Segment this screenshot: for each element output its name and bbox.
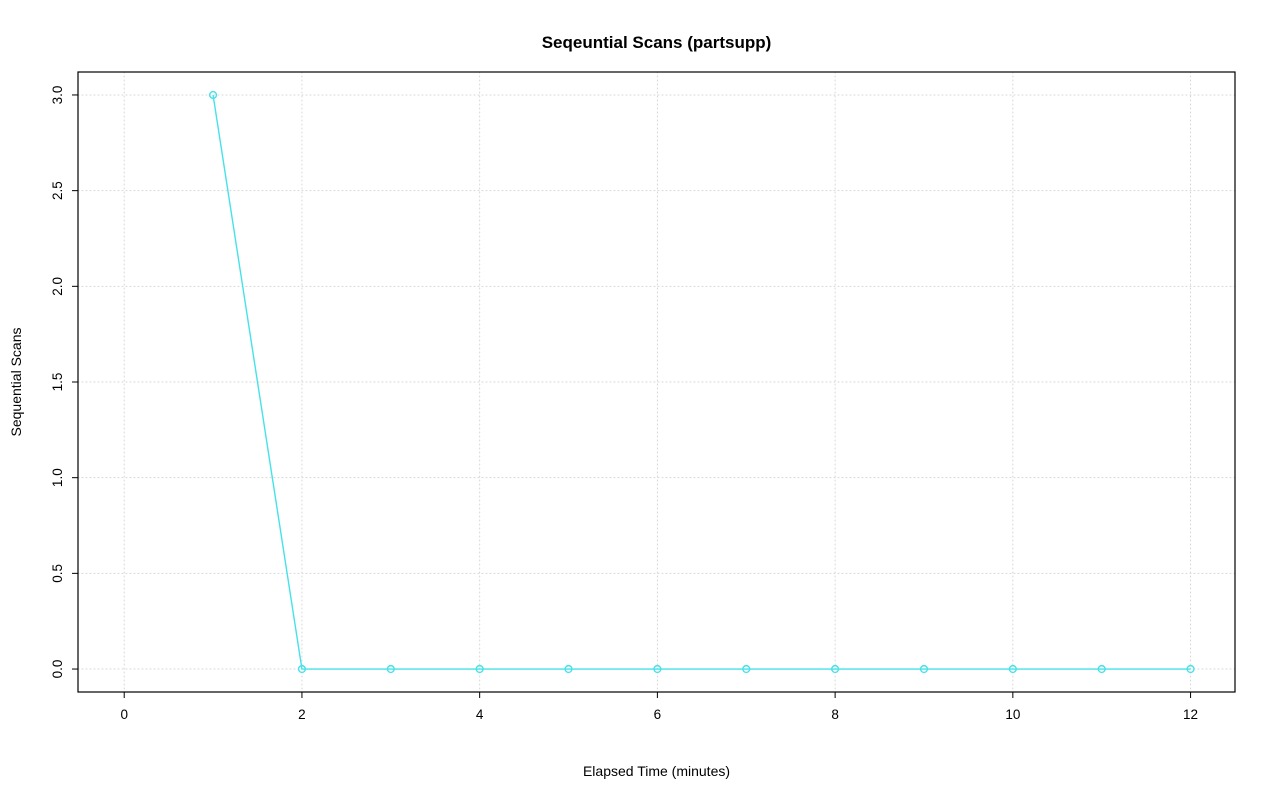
data-point-marker [386, 664, 395, 674]
data-point-marker [919, 664, 929, 674]
y-tick-label: 1.5 [50, 373, 65, 392]
y-tick-label: 1.0 [50, 468, 65, 487]
data-point-marker [297, 664, 307, 674]
grid-lines [77, 71, 1236, 693]
data-point-marker [831, 664, 840, 674]
y-tick-label: 0.0 [50, 660, 65, 679]
data-point-marker [742, 664, 751, 674]
x-tick-label: 8 [831, 707, 839, 722]
series-line [212, 94, 1191, 670]
data-point-marker [1097, 664, 1106, 674]
data-point-marker [1186, 664, 1195, 674]
x-tick-label: 4 [476, 707, 484, 722]
y-tick-label: 2.5 [50, 181, 65, 200]
data-point-marker [653, 664, 662, 674]
data-point-marker [1008, 664, 1017, 674]
axis-ticks [72, 94, 1192, 698]
tick-labels: 0 2 4 6 8 10 12 0.0 0.5 1.0 1.5 2.0 2.5 3.0 [50, 86, 1198, 722]
x-tick-label: 2 [298, 707, 306, 722]
x-tick-label: 12 [1183, 707, 1198, 722]
y-tick-label: 3.0 [50, 86, 65, 105]
series-markers [208, 90, 1195, 674]
y-tick-label: 0.5 [50, 564, 65, 583]
data-point-marker [475, 664, 484, 674]
x-tick-label: 6 [654, 707, 662, 722]
x-tick-label: 10 [1005, 707, 1020, 722]
data-point-marker [208, 90, 218, 100]
x-tick-label: 0 [120, 707, 128, 722]
y-tick-label: 2.0 [50, 277, 65, 296]
x-axis-label: Elapsed Time (minutes) [583, 763, 730, 779]
y-axis-label: Sequential Scans [8, 328, 24, 437]
plot-border [77, 71, 1236, 693]
chart-title: Seqeuntial Scans (partsupp) [542, 33, 772, 52]
data-point-marker [564, 664, 573, 674]
